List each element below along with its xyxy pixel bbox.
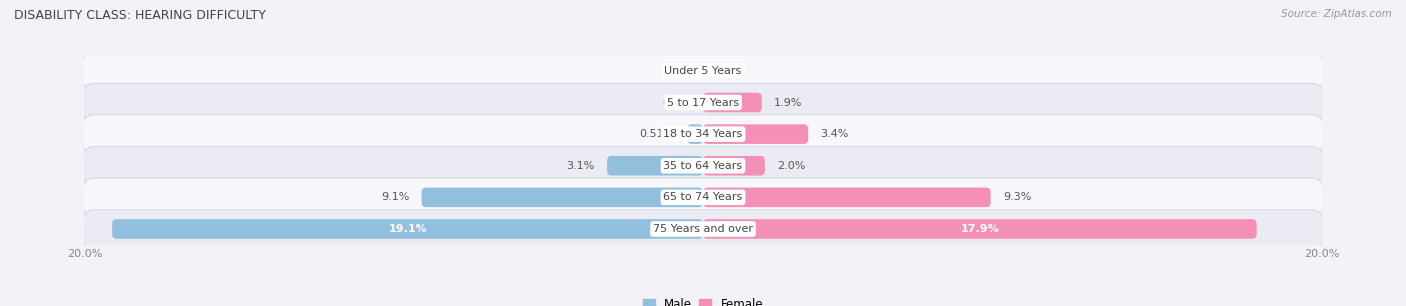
Text: 65 to 74 Years: 65 to 74 Years	[664, 192, 742, 202]
Text: 2.0%: 2.0%	[778, 161, 806, 171]
Text: 0.0%: 0.0%	[716, 66, 744, 76]
FancyBboxPatch shape	[688, 124, 703, 144]
Text: 18 to 34 Years: 18 to 34 Years	[664, 129, 742, 139]
Text: 5 to 17 Years: 5 to 17 Years	[666, 98, 740, 107]
FancyBboxPatch shape	[422, 188, 703, 207]
FancyBboxPatch shape	[703, 188, 991, 207]
Text: 0.0%: 0.0%	[662, 98, 690, 107]
FancyBboxPatch shape	[83, 210, 1323, 248]
Text: 9.3%: 9.3%	[1002, 192, 1032, 202]
Text: 0.51%: 0.51%	[640, 129, 675, 139]
FancyBboxPatch shape	[83, 52, 1323, 90]
Text: 19.1%: 19.1%	[388, 224, 427, 234]
FancyBboxPatch shape	[83, 147, 1323, 185]
Text: DISABILITY CLASS: HEARING DIFFICULTY: DISABILITY CLASS: HEARING DIFFICULTY	[14, 9, 266, 22]
FancyBboxPatch shape	[83, 83, 1323, 122]
Text: 0.0%: 0.0%	[662, 66, 690, 76]
Text: 1.9%: 1.9%	[775, 98, 803, 107]
Text: 3.4%: 3.4%	[821, 129, 849, 139]
Legend: Male, Female: Male, Female	[643, 298, 763, 306]
Text: 3.1%: 3.1%	[567, 161, 595, 171]
Text: Under 5 Years: Under 5 Years	[665, 66, 741, 76]
FancyBboxPatch shape	[83, 115, 1323, 153]
FancyBboxPatch shape	[83, 178, 1323, 217]
Text: 35 to 64 Years: 35 to 64 Years	[664, 161, 742, 171]
Text: 9.1%: 9.1%	[381, 192, 409, 202]
Text: Source: ZipAtlas.com: Source: ZipAtlas.com	[1281, 9, 1392, 19]
Text: 17.9%: 17.9%	[960, 224, 1000, 234]
FancyBboxPatch shape	[607, 156, 703, 176]
FancyBboxPatch shape	[703, 124, 808, 144]
FancyBboxPatch shape	[703, 93, 762, 112]
FancyBboxPatch shape	[703, 156, 765, 176]
FancyBboxPatch shape	[112, 219, 703, 239]
Text: 75 Years and over: 75 Years and over	[652, 224, 754, 234]
FancyBboxPatch shape	[703, 219, 1257, 239]
